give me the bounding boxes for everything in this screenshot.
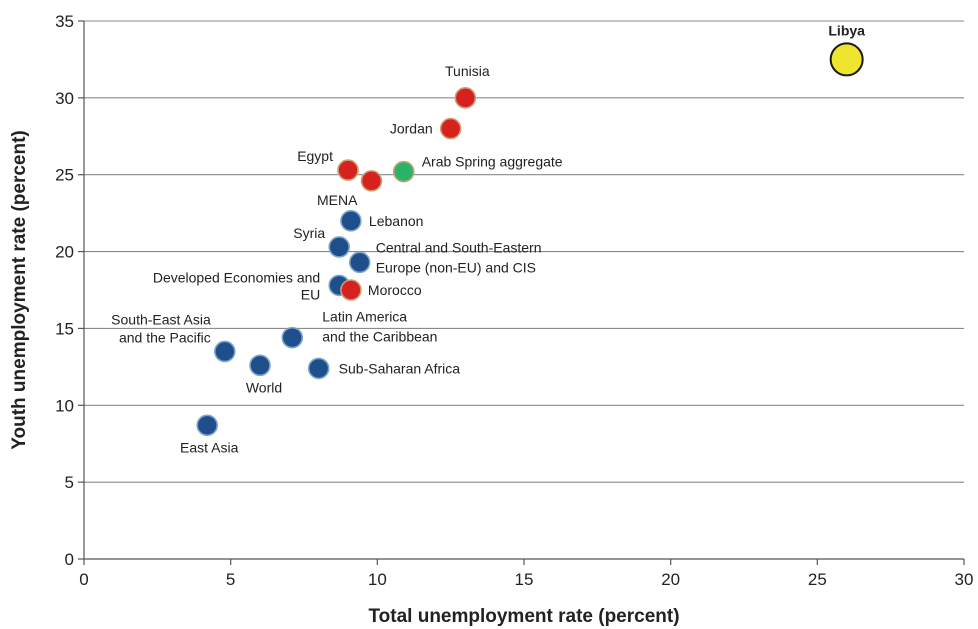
point-label: Tunisia <box>445 63 490 79</box>
point-label: Egypt <box>297 148 333 164</box>
data-point <box>337 159 359 181</box>
y-tick-label: 15 <box>55 319 74 338</box>
point-label-line: Syria <box>293 225 325 241</box>
point-label-line: Tunisia <box>445 63 490 79</box>
gridlines <box>84 20 964 483</box>
x-tick-label: 30 <box>955 570 974 589</box>
point-label-line: Lebanon <box>369 213 424 229</box>
point-label: Morocco <box>368 282 422 298</box>
x-tick-label: 10 <box>368 570 387 589</box>
data-point <box>307 357 330 380</box>
point-label-line: Sub-Saharan Africa <box>339 360 461 376</box>
point-label: East Asia <box>180 439 239 455</box>
point-label: Developed Economies and EU <box>153 269 320 302</box>
point-label: MENA <box>317 192 358 208</box>
data-point <box>249 354 271 377</box>
point-label: South-East Asia and the Pacific <box>111 311 211 345</box>
point-label: Jordan <box>390 121 433 137</box>
x-axis-title: Total unemployment rate (percent) <box>368 606 679 627</box>
data-point <box>328 236 351 258</box>
data-point <box>340 210 362 232</box>
point-label: Central and South-Eastern Europe (non-EU)… <box>376 239 542 275</box>
y-tick-label: 30 <box>55 89 74 108</box>
data-point <box>439 117 462 140</box>
data-point <box>214 340 236 363</box>
data-point <box>340 279 362 301</box>
point-label-line: Libya <box>828 22 865 38</box>
data-point <box>454 87 477 109</box>
x-tick-label: 25 <box>808 570 827 589</box>
y-tick-label: 0 <box>65 550 74 569</box>
y-tick-label: 20 <box>55 243 74 262</box>
x-tick-label: 15 <box>515 570 534 589</box>
point-label-line: Morocco <box>368 282 422 298</box>
point-label-line: EU <box>301 286 320 302</box>
point-label: Arab Spring aggregate <box>422 154 563 170</box>
tick-labels: 0 5 10 15 20 25 30 35 0 5 10 15 20 25 30 <box>55 12 973 589</box>
point-label-line: Egypt <box>297 148 333 164</box>
data-point <box>348 251 371 274</box>
point-label-line: World <box>246 379 282 395</box>
x-tick-label: 20 <box>661 570 680 589</box>
data-point <box>196 414 218 437</box>
point-label-line: East Asia <box>180 439 239 455</box>
point-label: World <box>246 379 282 395</box>
y-axis-title: Youth unemployment rate (percent) <box>9 130 30 450</box>
point-label-line: and the Caribbean <box>322 329 437 345</box>
point-label: Sub-Saharan Africa <box>339 360 461 376</box>
point-labels: Libya Tunisia Jordan Arab Spring aggregate E… <box>111 22 865 455</box>
point-label-line: Europe (non-EU) and CIS <box>376 259 536 275</box>
point-label-line: Arab Spring aggregate <box>422 154 563 170</box>
data-points <box>196 42 864 437</box>
point-label-line: Central and South-Eastern <box>376 239 542 255</box>
data-point <box>392 160 415 183</box>
axes <box>78 20 965 565</box>
data-point <box>360 170 383 192</box>
point-label: Lebanon <box>369 213 424 229</box>
point-label: Libya <box>828 22 865 38</box>
y-tick-label: 5 <box>65 473 74 492</box>
point-label-line: Jordan <box>390 121 433 137</box>
point-label-line: Latin America <box>322 309 407 325</box>
data-point <box>829 42 864 77</box>
data-point <box>281 326 304 349</box>
point-label: Latin America and the Caribbean <box>322 309 437 345</box>
point-label-line: Developed Economies and <box>153 269 320 285</box>
point-label: Syria <box>293 225 325 241</box>
y-tick-label: 35 <box>55 12 74 31</box>
point-label-line: MENA <box>317 192 358 208</box>
y-tick-label: 25 <box>55 166 74 185</box>
point-label-line: South-East Asia <box>111 311 211 327</box>
x-tick-label: 0 <box>79 570 88 589</box>
point-label-line: and the Pacific <box>119 329 211 345</box>
x-tick-label: 5 <box>226 570 235 589</box>
y-tick-label: 10 <box>55 396 74 415</box>
